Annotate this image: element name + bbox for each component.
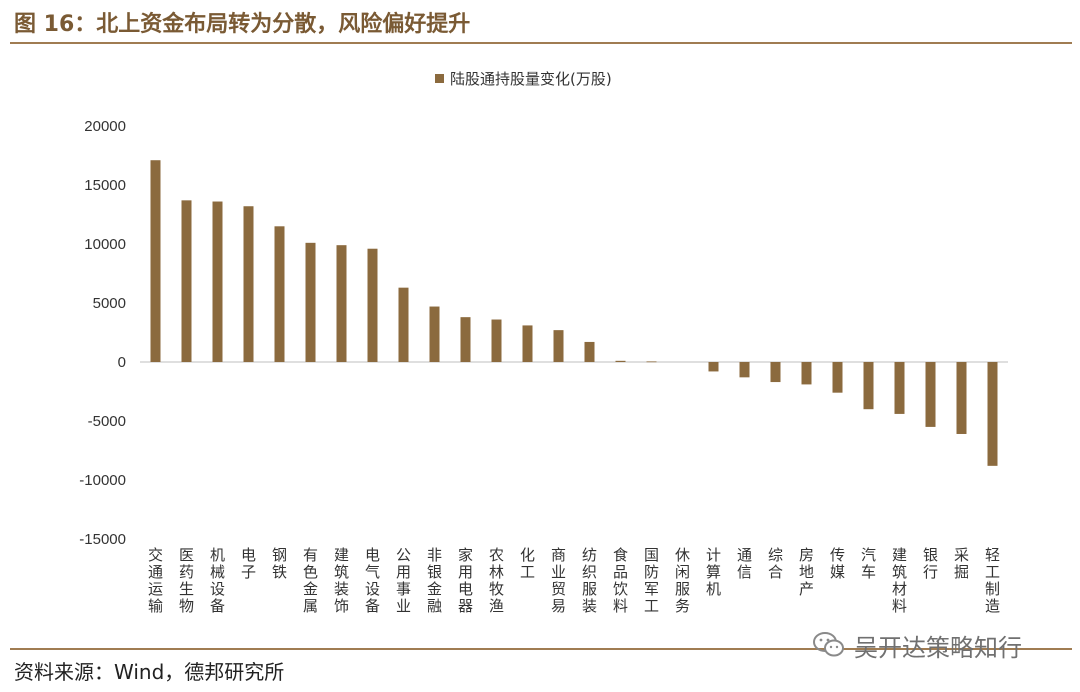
bar [305, 242, 316, 362]
x-tick-label: 银行 [923, 546, 938, 581]
bar [212, 201, 223, 362]
x-tick-label: 建筑材料 [892, 546, 907, 615]
x-tick-label: 电子 [241, 546, 256, 581]
x-tick-label: 国防军工 [644, 546, 659, 615]
watermark-text: 吴开达策略知行 [854, 633, 1022, 662]
x-tick-label: 纺织服装 [582, 546, 597, 615]
bar [770, 362, 781, 383]
bar [491, 319, 502, 362]
y-tick-label: 20000 [84, 118, 126, 135]
y-tick-label: 0 [118, 354, 126, 371]
x-tick-label: 综合 [768, 546, 783, 581]
bar [274, 226, 285, 362]
bar [553, 330, 564, 362]
bar [801, 362, 812, 385]
bar [243, 206, 254, 362]
bar [956, 362, 967, 434]
footer-divider [10, 648, 1072, 650]
x-tick-label: 通信 [737, 546, 752, 581]
x-tick-label: 家用电器 [458, 546, 473, 615]
x-tick-label: 建筑装饰 [334, 546, 349, 615]
y-tick-label: -10000 [79, 472, 126, 489]
x-tick-label: 计算机 [706, 546, 721, 598]
figure-title: 图 16：北上资金布局转为分散，风险偏好提升 [14, 12, 471, 37]
legend-swatch [435, 74, 444, 83]
bar [832, 362, 843, 393]
x-tick-label: 医药生物 [179, 546, 194, 615]
x-tick-label: 机械设备 [210, 546, 225, 615]
bar [646, 361, 657, 363]
x-tick-label: 轻工制造 [985, 546, 1000, 615]
bar [336, 245, 347, 362]
bars-group [150, 160, 998, 466]
title-divider [10, 42, 1072, 44]
bar [925, 362, 936, 427]
x-tick-label: 采掘 [954, 546, 969, 581]
x-tick-label: 农林牧渔 [489, 546, 504, 615]
x-tick-label: 休闲服务 [675, 546, 690, 615]
bar [863, 362, 874, 410]
source-note: 资料来源：Wind，德邦研究所 [14, 660, 285, 684]
wechat-icon [813, 632, 844, 657]
legend: 陆股通持股量变化(万股) [435, 70, 612, 88]
bar [460, 317, 471, 362]
bar-chart: 陆股通持股量变化(万股) 20000 15000 10000 5000 0 -5000 -1… [79, 70, 1008, 615]
bar [367, 248, 378, 362]
x-tick-label: 有色金属 [303, 546, 318, 615]
x-tick-label: 化工 [520, 546, 535, 581]
x-tick-label: 商业贸易 [551, 546, 566, 615]
y-tick-label: -15000 [79, 531, 126, 548]
x-tick-label: 电气设备 [365, 546, 380, 615]
y-tick-label: 5000 [93, 295, 126, 312]
bar [522, 325, 533, 362]
x-tick-label: 汽车 [861, 546, 876, 581]
y-tick-label: 10000 [84, 236, 126, 253]
x-tick-label: 钢铁 [272, 546, 287, 581]
bar [429, 306, 440, 362]
bar [398, 287, 409, 362]
bar [584, 341, 595, 362]
bar [708, 362, 719, 372]
x-tick-label: 非银金融 [427, 546, 442, 615]
y-tick-label: 15000 [84, 177, 126, 194]
x-tick-label: 传媒 [830, 546, 845, 581]
bar [894, 362, 905, 414]
bar [739, 362, 750, 378]
bar [181, 200, 192, 362]
y-axis: 20000 15000 10000 5000 0 -5000 -10000 -15000 [79, 118, 126, 548]
legend-label: 陆股通持股量变化(万股) [450, 70, 612, 88]
bar [615, 360, 626, 362]
bar [150, 160, 161, 362]
x-tick-label: 食品饮料 [613, 546, 628, 615]
x-tick-label: 交通运输 [148, 546, 163, 615]
watermark: 吴开达策略知行 [812, 628, 1022, 662]
x-tick-label: 房地产 [799, 546, 814, 598]
x-tick-label: 公用事业 [396, 546, 411, 615]
y-tick-label: -5000 [88, 413, 126, 430]
bar [987, 362, 998, 466]
